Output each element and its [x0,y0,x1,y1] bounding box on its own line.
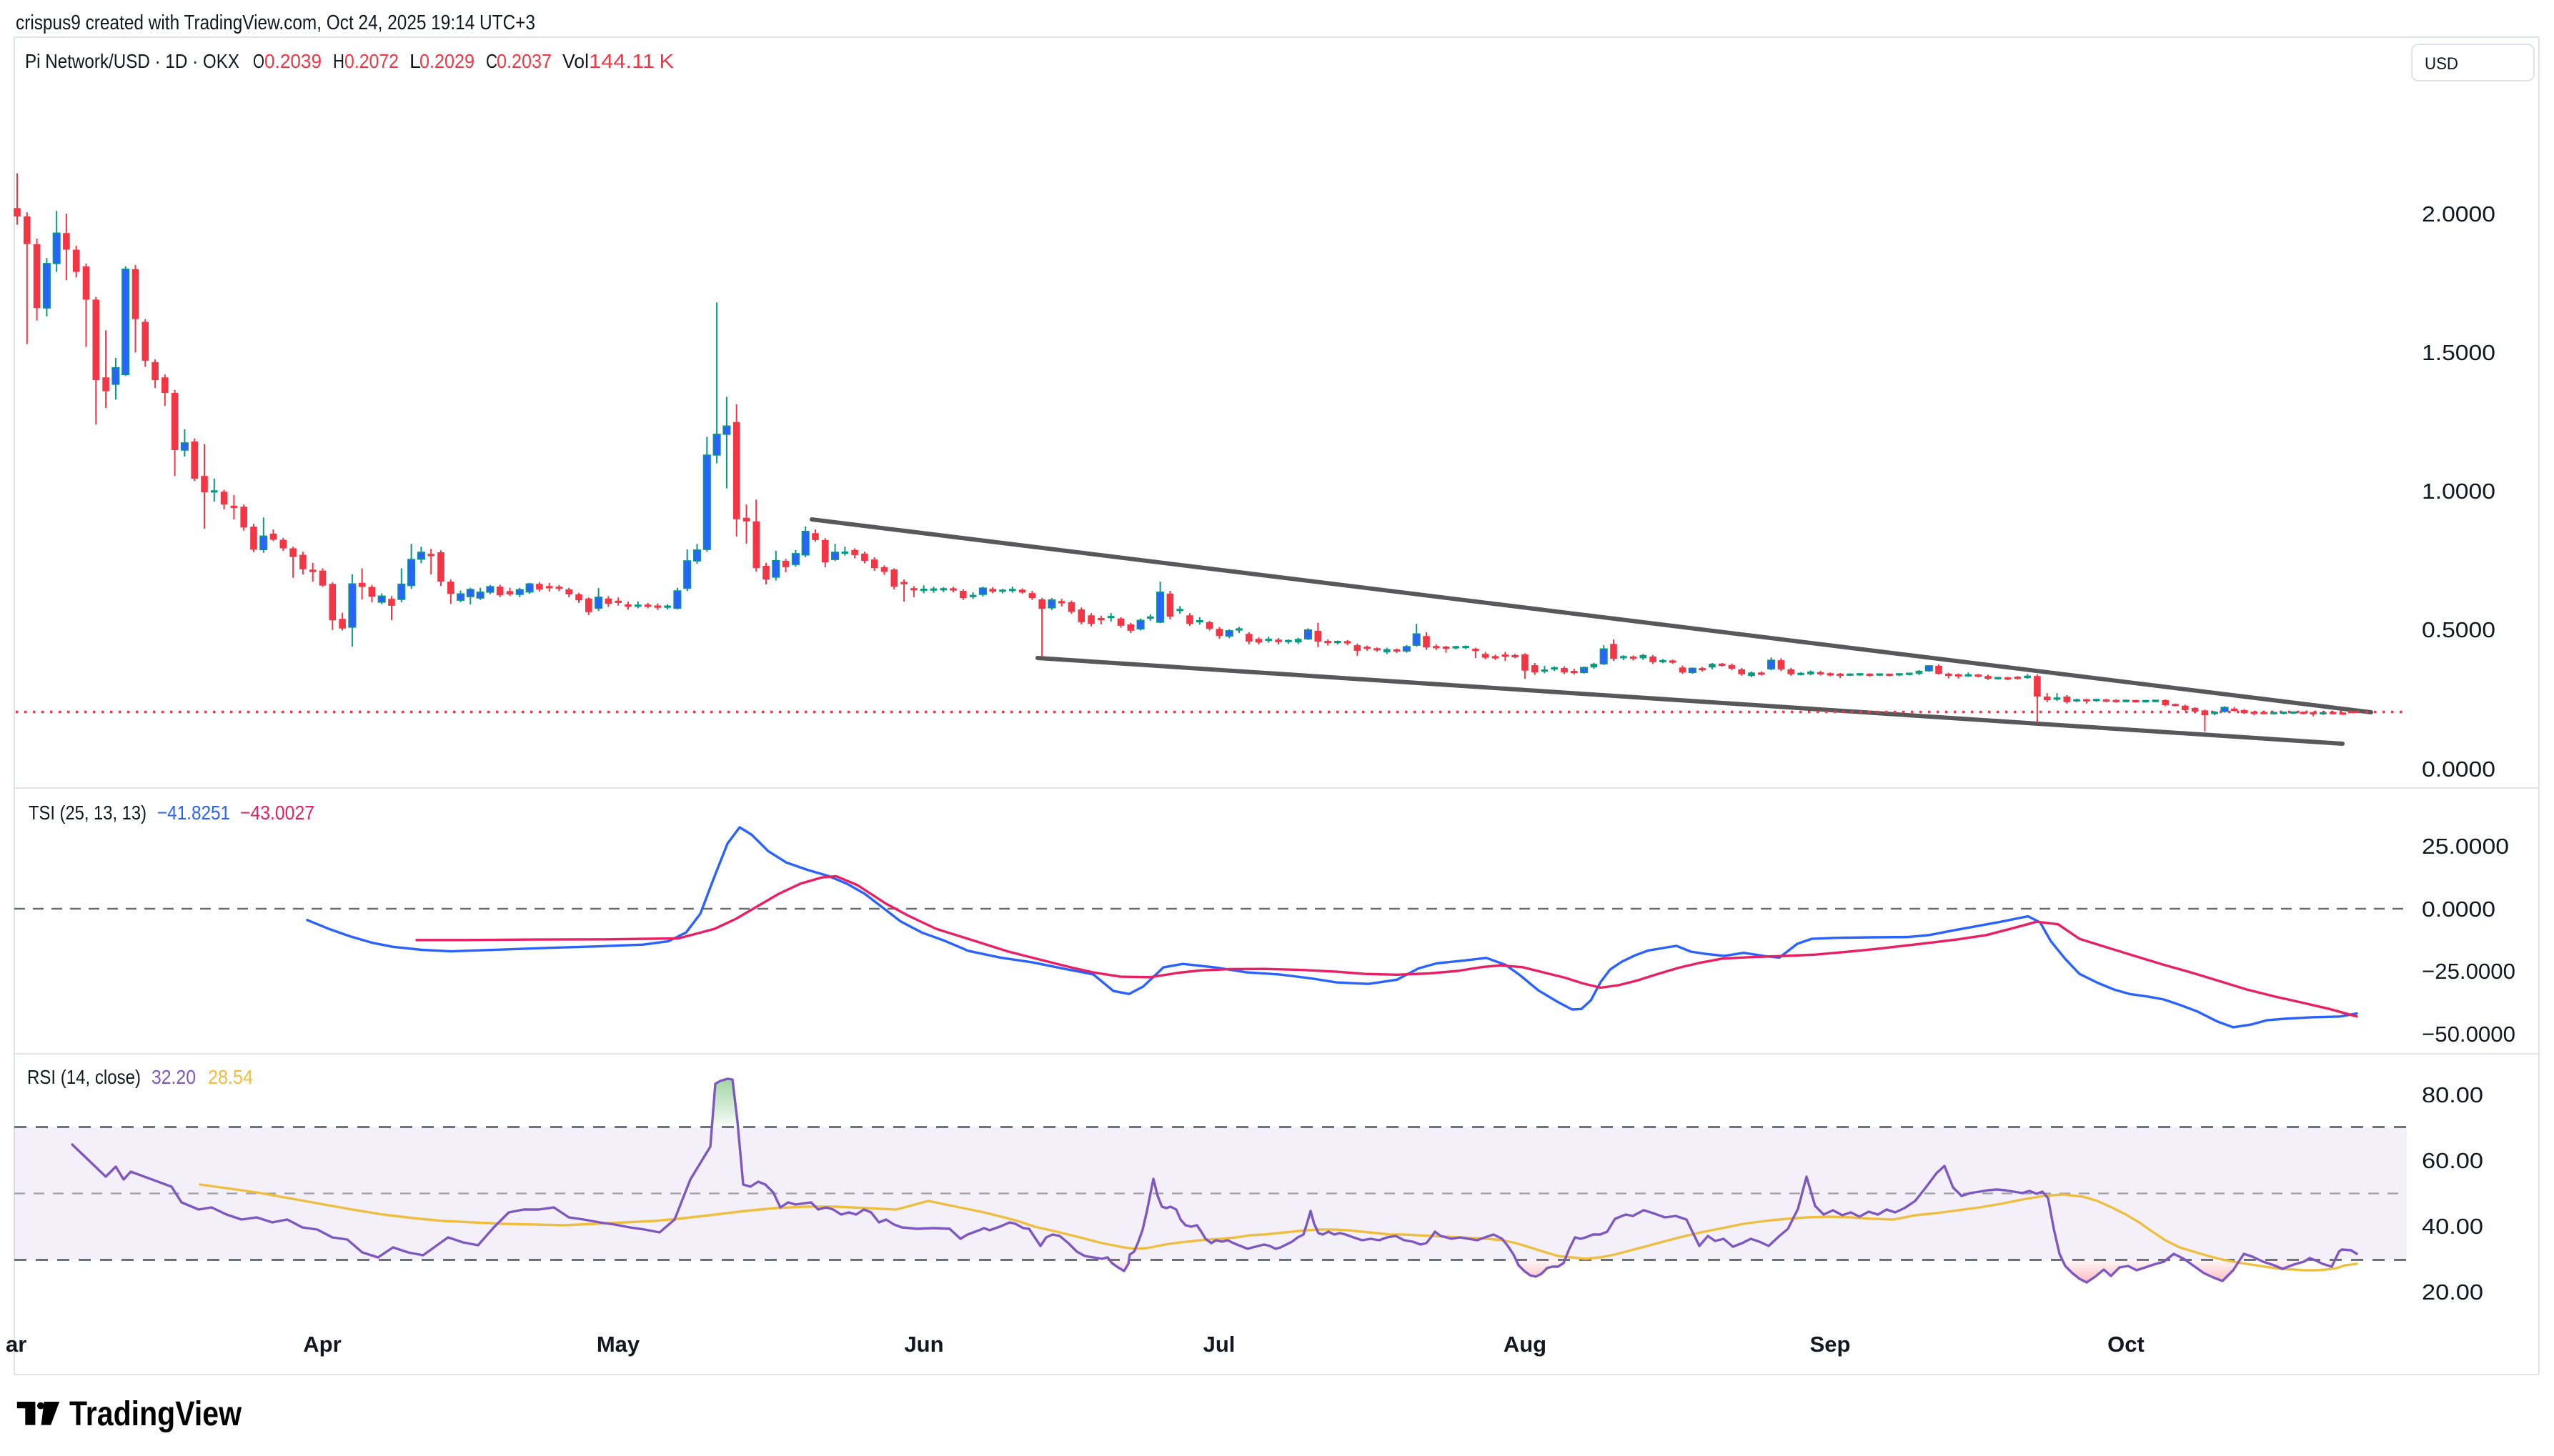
svg-text:C: C [486,50,497,72]
svg-text:28.54: 28.54 [208,1066,253,1088]
svg-text:L: L [409,50,421,72]
svg-text:0.2039: 0.2039 [264,50,322,72]
svg-text:40.00: 40.00 [2422,1214,2483,1239]
svg-text:0.2037: 0.2037 [497,50,552,72]
svg-text:−25.0000: −25.0000 [2422,959,2515,984]
svg-text:0.2072: 0.2072 [344,50,399,72]
svg-text:1.0000: 1.0000 [2422,479,2495,504]
svg-text:144.11 K: 144.11 K [589,50,674,72]
svg-text:Jun: Jun [904,1332,943,1357]
svg-text:Jul: Jul [1203,1332,1236,1357]
svg-text:0.5000: 0.5000 [2422,617,2495,642]
svg-text:−43.0027: −43.0027 [240,802,314,824]
svg-text:0.2029: 0.2029 [419,50,474,72]
svg-text:0.0000: 0.0000 [2422,897,2495,922]
svg-text:O: O [253,50,264,72]
svg-text:20.00: 20.00 [2422,1280,2483,1305]
svg-text:RSI (14, close): RSI (14, close) [27,1066,141,1088]
svg-text:60.00: 60.00 [2422,1148,2483,1173]
svg-text:Oct: Oct [2107,1332,2145,1357]
svg-text:ar: ar [6,1332,26,1357]
svg-text:−41.8251: −41.8251 [157,802,230,824]
svg-text:Apr: Apr [303,1332,341,1357]
svg-text:32.20: 32.20 [151,1066,196,1088]
svg-text:H: H [333,50,344,72]
svg-text:0.0000: 0.0000 [2422,757,2495,782]
svg-text:1.5000: 1.5000 [2422,340,2495,365]
svg-text:TSI (25, 13, 13): TSI (25, 13, 13) [29,802,146,824]
svg-text:25.0000: 25.0000 [2422,834,2509,859]
svg-text:USD: USD [2425,54,2458,74]
svg-text:80.00: 80.00 [2422,1082,2483,1107]
svg-text:Aug: Aug [1504,1332,1546,1357]
svg-text:crispus9 created with TradingV: crispus9 created with TradingView.com, O… [16,11,535,34]
svg-text:−50.0000: −50.0000 [2422,1022,2515,1047]
svg-text:Pi Network/USD · 1D · OKX: Pi Network/USD · 1D · OKX [25,50,239,72]
svg-text:2.0000: 2.0000 [2422,201,2495,226]
svg-text:May: May [597,1332,640,1357]
svg-text:Sep: Sep [1810,1332,1851,1357]
svg-text:TradingView: TradingView [69,1395,242,1433]
svg-text:Vol: Vol [562,50,589,72]
